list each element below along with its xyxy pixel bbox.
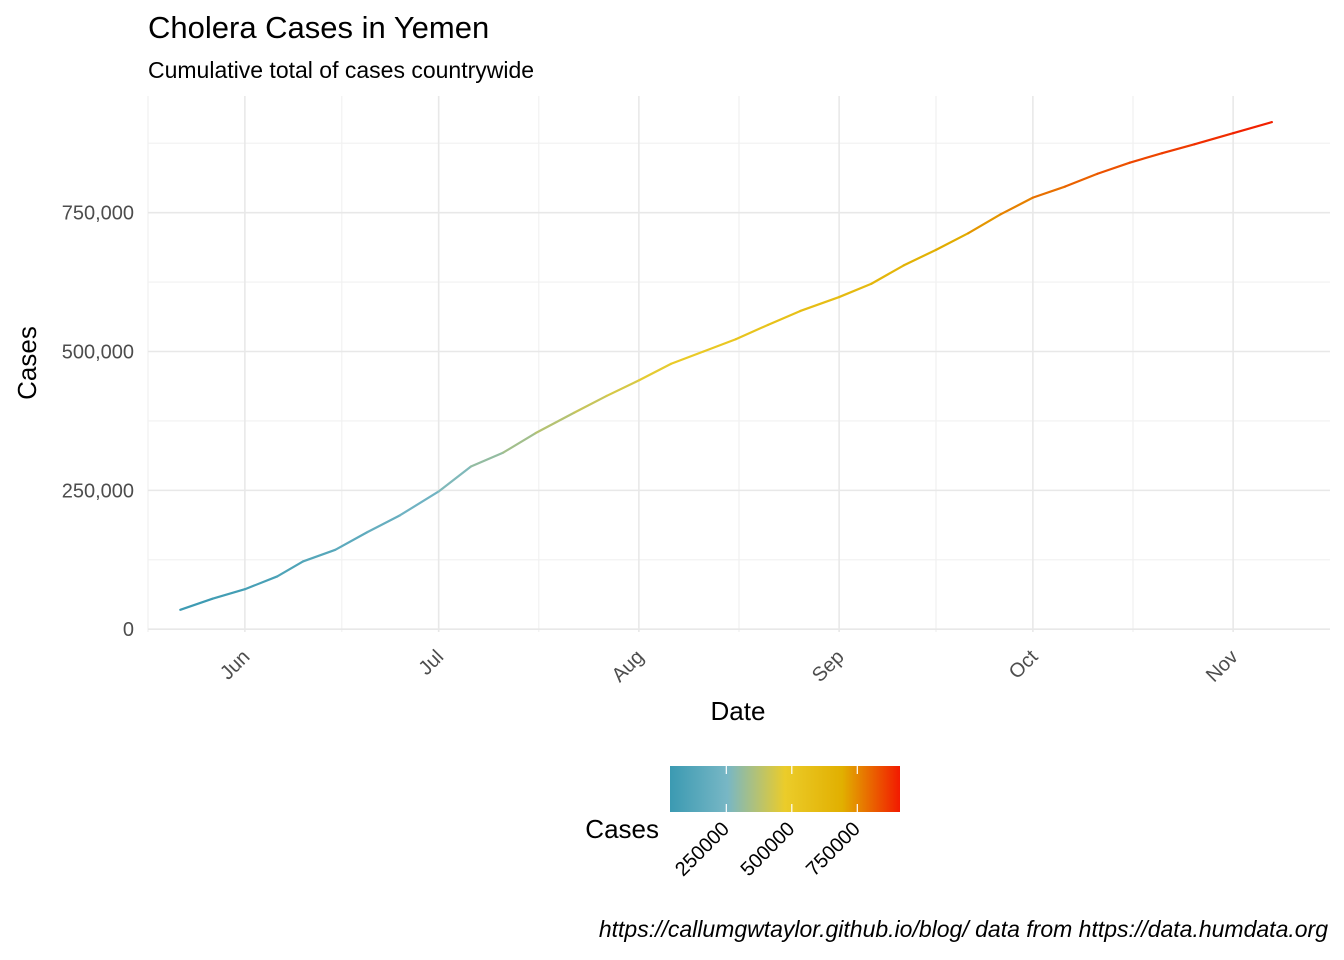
series-segment — [534, 411, 576, 435]
series-segment — [1064, 172, 1099, 188]
cases-series-line — [179, 121, 1273, 611]
series-segment — [838, 282, 873, 299]
x-tick-label: Jun — [216, 646, 254, 684]
series-segment — [1193, 132, 1235, 146]
y-tick-label: 250,000 — [62, 480, 134, 502]
series-segment — [934, 232, 970, 251]
legend-colorbar — [670, 766, 900, 812]
series-segment — [502, 432, 537, 454]
series-segment — [469, 451, 505, 468]
chart-subtitle: Cumulative total of cases countrywide — [148, 57, 535, 83]
series-segment — [605, 379, 640, 398]
y-tick-label: 0 — [123, 619, 134, 641]
chart-caption: https://callumgwtaylor.github.io/blog/ d… — [598, 916, 1328, 942]
minor-gridlines — [147, 96, 1330, 632]
x-axis-title: Date — [711, 696, 766, 726]
series-segment — [637, 362, 673, 382]
color-legend: Cases 250000 500000 750000 — [585, 766, 900, 881]
series-segment — [334, 530, 369, 551]
series-segment — [1128, 152, 1164, 164]
series-segment — [179, 597, 214, 611]
series-segment — [902, 248, 938, 267]
legend-tick-label: 500000 — [737, 818, 800, 881]
series-segment — [870, 264, 905, 285]
series-segment — [1031, 185, 1067, 199]
series-segment — [1096, 161, 1131, 175]
series-segment — [734, 323, 770, 341]
series-segment — [437, 465, 473, 493]
series-segment — [967, 213, 1002, 235]
series-segment — [243, 575, 279, 591]
series-segment — [366, 514, 402, 534]
series-segment — [1232, 121, 1273, 135]
x-tick-label: Oct — [1005, 646, 1043, 684]
series-segment — [999, 196, 1034, 216]
x-tick-label: Jul — [415, 646, 449, 680]
legend-tick-label: 750000 — [802, 818, 865, 881]
series-segment — [702, 338, 737, 353]
series-segment — [670, 350, 705, 365]
series-segment — [276, 560, 305, 578]
x-axis-ticks: Jun Jul Aug Sep Oct Nov — [216, 646, 1243, 687]
major-gridlines — [148, 96, 1330, 632]
series-segment — [301, 548, 337, 563]
legend-tick-label: 250000 — [671, 818, 734, 881]
chart-title: Cholera Cases in Yemen — [148, 10, 490, 45]
series-segment — [799, 295, 841, 313]
series-segment — [1160, 143, 1196, 155]
x-tick-label: Nov — [1202, 646, 1243, 687]
series-segment — [398, 490, 440, 517]
x-tick-label: Sep — [808, 646, 849, 687]
y-axis-title: Cases — [12, 326, 42, 400]
x-tick-label: Aug — [608, 646, 649, 687]
y-axis-ticks: 0 250,000 500,000 750,000 — [62, 203, 134, 642]
y-tick-label: 750,000 — [62, 203, 134, 225]
y-tick-label: 500,000 — [62, 342, 134, 364]
series-segment — [573, 394, 608, 414]
series-segment — [211, 588, 246, 600]
series-segment — [766, 309, 802, 326]
legend-title: Cases — [585, 814, 659, 844]
